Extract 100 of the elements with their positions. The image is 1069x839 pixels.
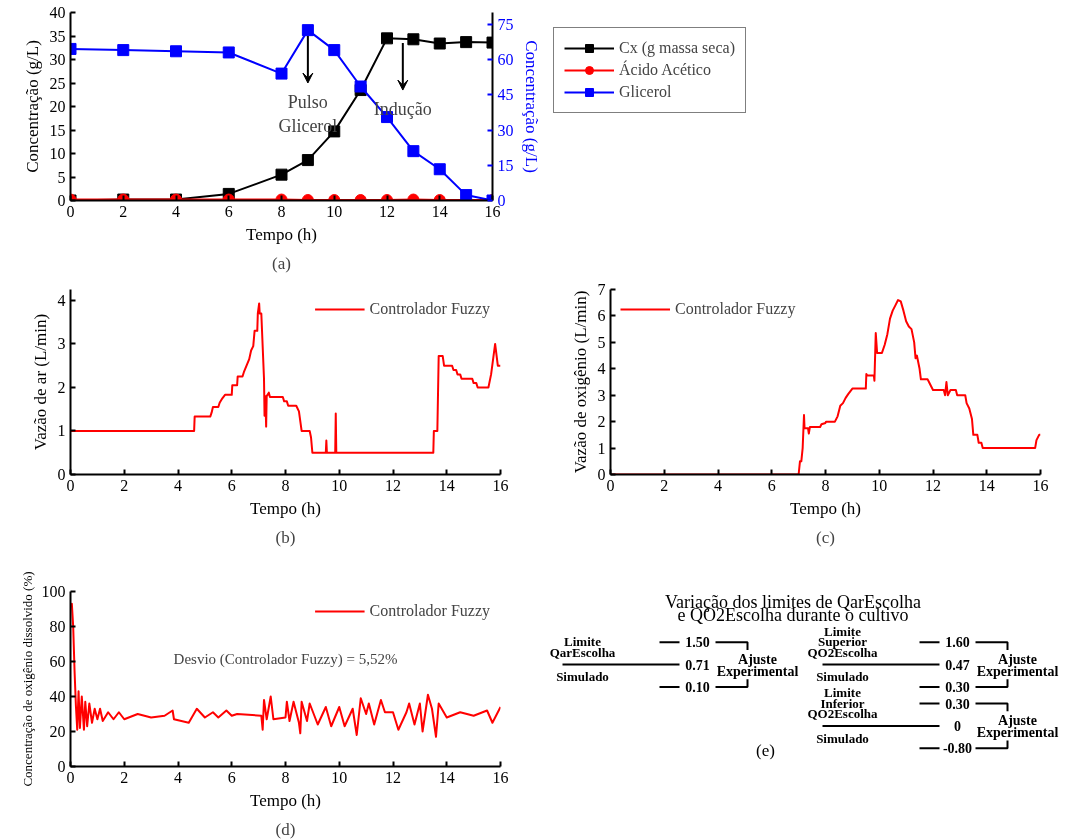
- y-axis-title: Concentração (g/L): [22, 40, 42, 173]
- x-tick-label: 4: [172, 202, 180, 220]
- legend-label: Glicerol: [619, 83, 672, 101]
- text: Variação dos limites de QarEscolha e QO2Escolha durante o cultivo: [665, 592, 921, 626]
- y-tick-label: 1: [57, 422, 66, 440]
- x-axis-title: Tempo (h): [249, 498, 322, 518]
- y2-axis-title: Concentração (g/L): [521, 40, 541, 173]
- x-tick-label: 2: [119, 202, 128, 220]
- x-tick-label: 16: [492, 476, 509, 494]
- legend-label: Controlador Fuzzy: [369, 300, 490, 318]
- annotation: Pulso Glicerol: [278, 92, 338, 137]
- x-tick-label: 6: [227, 476, 236, 494]
- x-tick-label: 2: [120, 476, 129, 494]
- y-tick-label: 3: [597, 386, 606, 404]
- y-tick-label: 5: [57, 168, 66, 186]
- x-tick-label: 8: [281, 768, 290, 786]
- y-tick-label: 30: [49, 51, 66, 68]
- x-tick-label: 6: [767, 476, 776, 494]
- x-tick-label: 12: [925, 476, 941, 494]
- y-tick-label: 2: [57, 378, 66, 396]
- x-axis-title: Tempo (h): [245, 224, 318, 244]
- annotation: Desvio (Controlador Fuzzy) = 5,52%: [173, 650, 398, 668]
- x-tick-label: 10: [326, 202, 343, 220]
- y-tick-label: 35: [49, 27, 66, 45]
- text: Limite Inferior QO2Escolha: [807, 684, 879, 722]
- y-tick-label: 100: [41, 583, 66, 600]
- y-tick-label: 2: [597, 413, 606, 431]
- y-tick-label: 25: [49, 74, 66, 92]
- x-tick-label: 4: [174, 768, 182, 786]
- x-tick-label: 6: [227, 768, 236, 786]
- y-tick-label: 4: [597, 360, 606, 378]
- x-tick-label: 16: [492, 768, 509, 786]
- text: 0.47: [945, 657, 970, 673]
- text: Ajuste Experimental: [976, 713, 1059, 740]
- text: (b): [275, 527, 296, 547]
- text: Ajuste Experimental: [976, 651, 1059, 679]
- x-tick-label: 10: [871, 476, 888, 494]
- x-tick-label: 14: [438, 476, 455, 494]
- x-tick-label: 12: [379, 202, 395, 220]
- y-tick-label: 20: [49, 98, 66, 115]
- x-tick-label: 8: [821, 476, 830, 494]
- legend-label: Controlador Fuzzy: [369, 602, 490, 620]
- x-tick-label: 14: [978, 476, 995, 494]
- x-tick-label: 6: [224, 202, 233, 220]
- text: (c): [816, 527, 835, 547]
- text: Ajuste Experimental: [716, 651, 799, 679]
- x-tick-label: 14: [431, 202, 448, 220]
- text: 0.30: [945, 679, 970, 695]
- y-tick-label: 60: [49, 653, 66, 670]
- text: (d): [275, 819, 296, 839]
- text: (e): [756, 740, 775, 760]
- y-tick-label: 40: [49, 688, 66, 705]
- y-tick-label: 4: [57, 291, 66, 309]
- x-tick-label: 12: [385, 768, 401, 786]
- x-axis-title: Tempo (h): [249, 790, 322, 810]
- y-tick-label: 6: [597, 307, 606, 325]
- text: Limite QarEscolha: [549, 634, 616, 660]
- x-tick-label: 2: [660, 476, 669, 494]
- legend-label: Controlador Fuzzy: [675, 300, 796, 318]
- y2-tick-label: 45: [497, 86, 514, 104]
- y-axis-title: Concentração de oxigênio dissolvido (%): [19, 571, 35, 787]
- x-tick-label: 8: [281, 476, 290, 494]
- text: Simulado: [556, 669, 609, 685]
- y2-tick-label: 15: [497, 156, 514, 174]
- x-tick-label: 10: [331, 476, 348, 494]
- x-tick-label: 4: [714, 476, 722, 494]
- y-tick-label: 40: [49, 4, 66, 21]
- y-tick-label: 10: [49, 145, 66, 162]
- legend-label: Ácido Acético: [619, 61, 711, 79]
- text: 1.60: [945, 635, 970, 651]
- y-tick-label: 15: [49, 121, 66, 139]
- x-tick-label: 12: [385, 476, 401, 494]
- text: 0.30: [945, 696, 970, 712]
- y-tick-label: 1: [597, 439, 606, 457]
- y2-tick-label: 30: [497, 121, 514, 139]
- y-tick-label: 5: [597, 333, 606, 351]
- text: 0.10: [685, 679, 710, 695]
- x-tick-label: 2: [120, 768, 129, 786]
- y-axis-title: Vazão de ar (L/min): [30, 313, 50, 451]
- text: Simulado: [816, 669, 869, 685]
- y-tick-label: 20: [49, 723, 66, 740]
- text: 0: [954, 718, 961, 734]
- y2-tick-label: 75: [497, 15, 514, 33]
- x-tick-label: 16: [1032, 476, 1049, 494]
- x-tick-label: 4: [174, 476, 182, 494]
- y2-tick-label: 60: [497, 51, 514, 68]
- x-tick-label: 10: [331, 768, 348, 786]
- text: 0.71: [685, 657, 710, 673]
- y-tick-label: 7: [597, 281, 606, 298]
- y-tick-label: 3: [57, 335, 66, 353]
- x-axis-title: Tempo (h): [789, 498, 862, 518]
- text: Limite Superior QO2Escolha: [807, 623, 879, 660]
- y-axis-title: Vazão de oxigênio (L/min): [570, 290, 590, 474]
- text: -0.80: [942, 741, 973, 757]
- x-tick-label: 14: [438, 768, 455, 786]
- text: (a): [272, 253, 291, 273]
- y-tick-label: 80: [49, 618, 66, 635]
- text: Simulado: [816, 730, 869, 746]
- text: 1.50: [685, 635, 710, 651]
- legend-label: Cx (g massa seca): [619, 39, 735, 57]
